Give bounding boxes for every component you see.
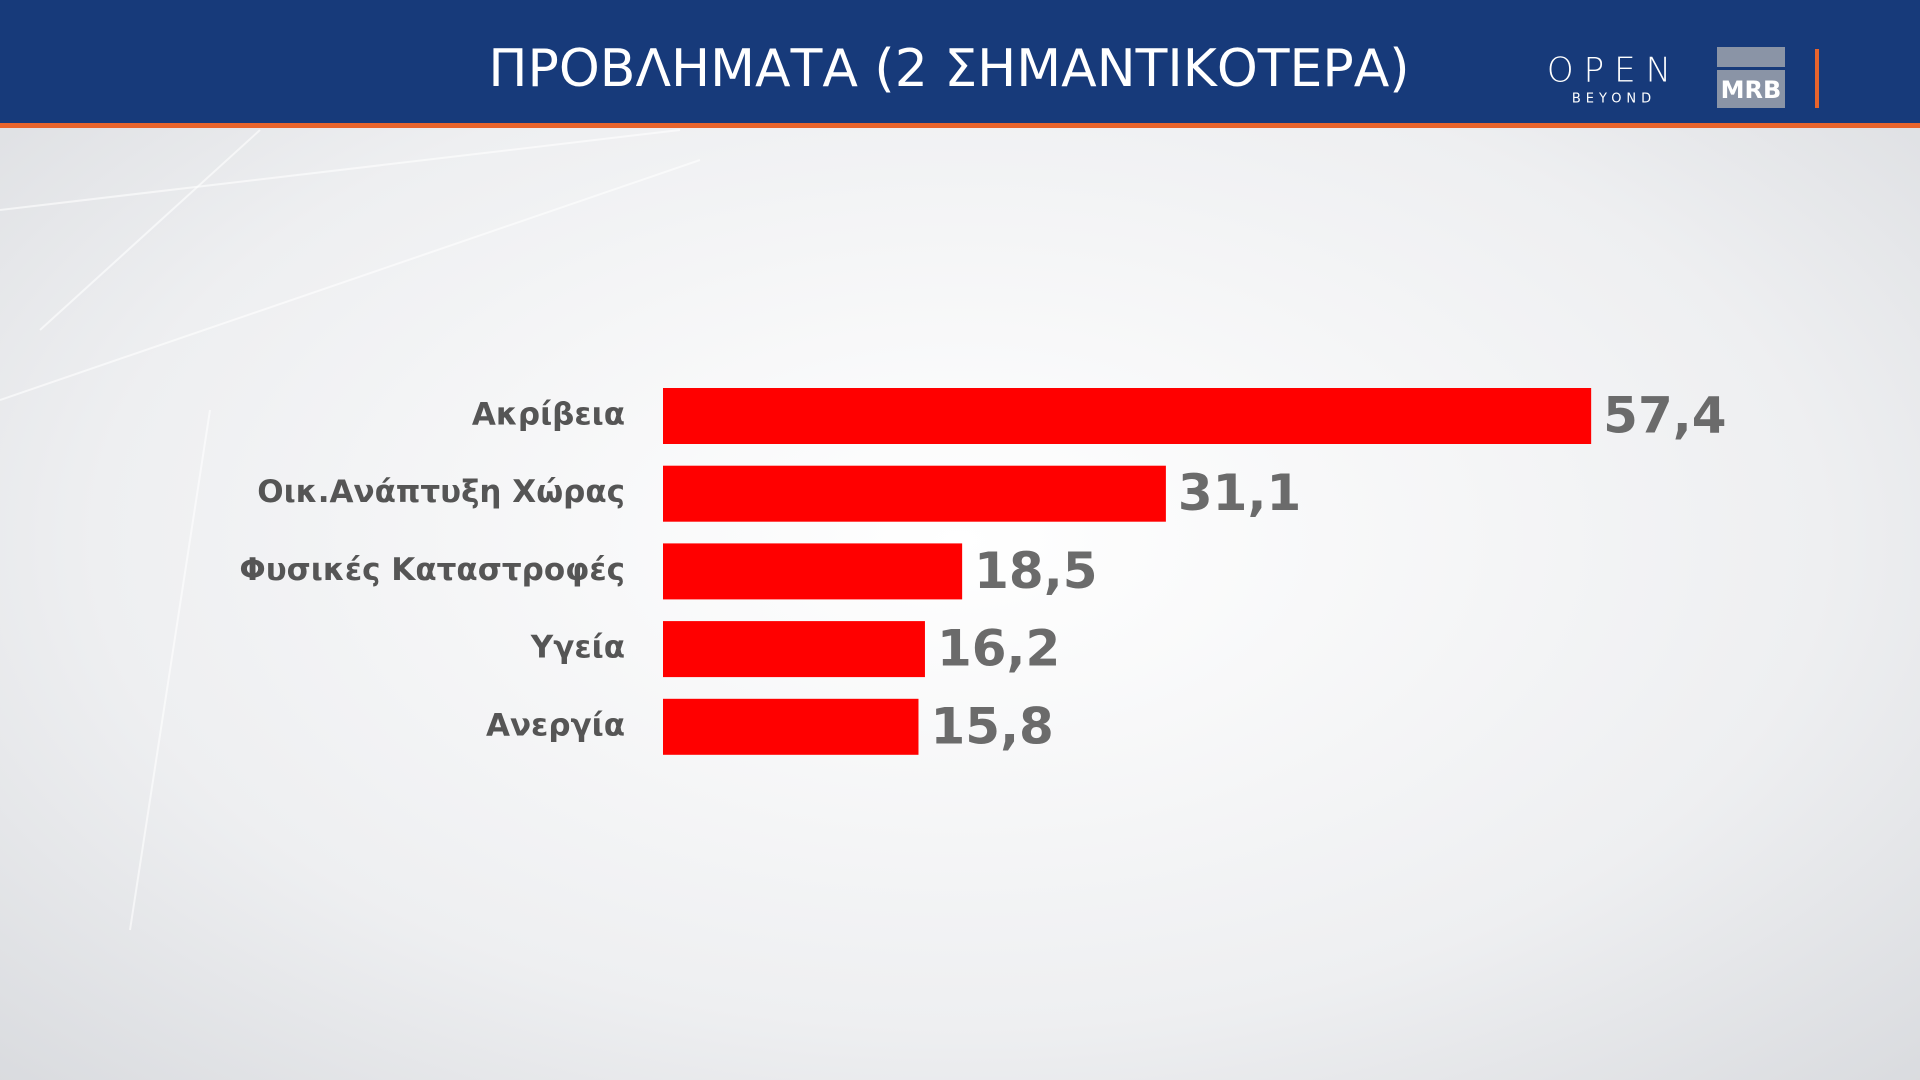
header-accent [1815,49,1819,108]
value-label: 31,1 [1178,464,1301,522]
category-label: Υγεία [530,630,625,666]
bar [663,621,925,678]
bar [663,465,1166,522]
logo-beyond: BEYOND [1572,92,1656,107]
mrb-logo-text: MRB [1721,76,1782,104]
bar [663,698,919,755]
decor-lines [0,129,701,931]
mrb-logo-top [1717,47,1785,67]
category-label: Φυσικές Καταστροφές [239,552,625,588]
mrb-logo-box [1717,70,1785,108]
value-label: 18,5 [974,542,1097,600]
chart-title: ΠΡΟΒΛΗΜΑΤΑ (2 ΣΗΜΑΝΤΙΚΟΤΕΡΑ) [488,39,1409,99]
category-label: Οικ.Ανάπτυξη Χώρας [257,474,625,510]
header-underline [0,123,1920,128]
logo-open: OPEN [1547,51,1681,91]
value-label: 15,8 [930,697,1053,755]
bar [663,388,1592,444]
value-label: 16,2 [937,620,1060,678]
bar [663,543,963,600]
category-label: Ακρίβεια [472,397,625,433]
header-bar [0,0,1920,123]
category-label: Ανεργία [486,707,625,743]
value-label: 57,4 [1603,387,1726,445]
